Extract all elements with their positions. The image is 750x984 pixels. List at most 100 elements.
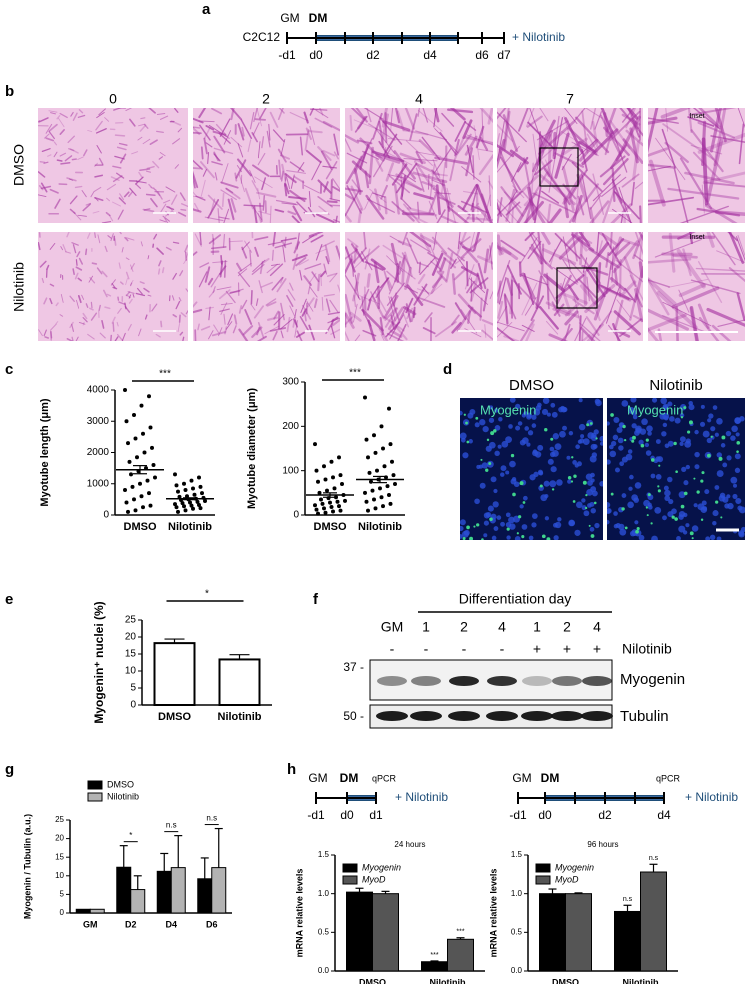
data-point bbox=[340, 481, 344, 486]
nucleus bbox=[498, 416, 503, 422]
chart-title: 24 hours bbox=[394, 840, 425, 849]
nucleus bbox=[590, 508, 596, 514]
myogenin-signal bbox=[516, 532, 519, 535]
myotube bbox=[589, 108, 597, 130]
myotube bbox=[308, 234, 318, 239]
data-point bbox=[331, 509, 335, 514]
myotube bbox=[193, 172, 196, 189]
myotube bbox=[402, 209, 415, 222]
myotube bbox=[308, 191, 312, 208]
myotube bbox=[500, 186, 524, 217]
myotube bbox=[128, 191, 133, 198]
myotube bbox=[588, 247, 620, 269]
myotube bbox=[77, 156, 84, 160]
nucleus bbox=[578, 423, 586, 431]
myotube bbox=[345, 293, 353, 324]
legend-label: Myogenin bbox=[362, 862, 401, 872]
myotube-texture bbox=[497, 108, 643, 223]
myotube bbox=[112, 175, 123, 183]
myotube bbox=[362, 150, 380, 160]
column-header: 4 bbox=[415, 91, 423, 107]
myotube bbox=[181, 203, 188, 208]
inset-box bbox=[539, 147, 579, 187]
myotube bbox=[252, 259, 266, 273]
myotube bbox=[402, 312, 410, 328]
myotube bbox=[580, 326, 596, 341]
myotube bbox=[539, 174, 576, 206]
nucleus bbox=[735, 497, 742, 505]
myotube bbox=[252, 122, 260, 136]
day-label: d2 bbox=[598, 808, 612, 822]
myotube bbox=[259, 108, 267, 119]
myotube bbox=[180, 312, 187, 318]
nucleus bbox=[587, 503, 592, 508]
myotube bbox=[200, 146, 204, 160]
myogenin-signal bbox=[701, 471, 705, 475]
myotube bbox=[594, 287, 612, 305]
myotube bbox=[421, 136, 441, 160]
myotube bbox=[287, 210, 297, 216]
myotube bbox=[241, 241, 250, 251]
data-point bbox=[332, 486, 337, 491]
data-point bbox=[373, 450, 378, 455]
myotube bbox=[48, 110, 58, 113]
myotube bbox=[224, 326, 228, 335]
myotube bbox=[385, 162, 395, 182]
myotube bbox=[434, 148, 452, 174]
legend-label: Myogenin bbox=[555, 862, 594, 872]
myotube bbox=[261, 136, 265, 149]
myotube bbox=[193, 159, 203, 170]
myotube bbox=[193, 126, 201, 136]
myotube bbox=[639, 205, 642, 223]
myotube bbox=[255, 298, 259, 306]
myotube bbox=[241, 299, 248, 310]
myotube bbox=[179, 270, 184, 277]
myotube bbox=[379, 277, 390, 289]
myotube bbox=[367, 319, 376, 341]
myotube bbox=[324, 244, 331, 263]
myotube bbox=[424, 312, 433, 323]
myotube bbox=[286, 294, 294, 307]
nucleus bbox=[638, 439, 644, 445]
nucleus bbox=[676, 536, 681, 540]
myotube bbox=[208, 290, 216, 298]
nucleus bbox=[491, 535, 497, 540]
myotube bbox=[320, 270, 327, 278]
lane-label: 4 bbox=[593, 619, 601, 635]
myotube bbox=[395, 163, 418, 194]
data-point bbox=[198, 484, 203, 489]
myotube bbox=[581, 148, 588, 172]
myotube bbox=[575, 116, 610, 154]
nucleus bbox=[617, 437, 624, 444]
myotube bbox=[287, 289, 296, 301]
nucleus bbox=[462, 452, 469, 459]
myotube bbox=[678, 283, 706, 298]
nucleus bbox=[509, 398, 516, 403]
nucleus bbox=[537, 469, 543, 475]
myotube bbox=[403, 158, 438, 162]
band bbox=[487, 676, 517, 686]
myotube bbox=[59, 112, 68, 119]
myotube bbox=[706, 307, 745, 327]
myotube bbox=[601, 233, 622, 266]
nucleus bbox=[591, 490, 598, 497]
myotube bbox=[382, 120, 411, 132]
y-axis-label: Myogenin⁺ nuclei (%) bbox=[92, 601, 106, 723]
myotube bbox=[548, 239, 563, 263]
y-tick-label: 20 bbox=[125, 632, 137, 643]
nuclei bbox=[607, 398, 745, 540]
myogenin-signal bbox=[691, 537, 694, 540]
myogenin-signal bbox=[657, 485, 660, 488]
myotube bbox=[598, 283, 630, 301]
myotube bbox=[430, 260, 441, 270]
myotube bbox=[125, 271, 130, 280]
myotube bbox=[464, 328, 482, 338]
myotube bbox=[193, 308, 203, 314]
myogenin-signal bbox=[476, 523, 480, 527]
myotube bbox=[204, 266, 211, 283]
myotube bbox=[335, 215, 338, 223]
myotube bbox=[648, 147, 669, 157]
myotube bbox=[93, 186, 102, 192]
nucleus bbox=[732, 493, 738, 499]
myotube-texture bbox=[648, 232, 745, 341]
